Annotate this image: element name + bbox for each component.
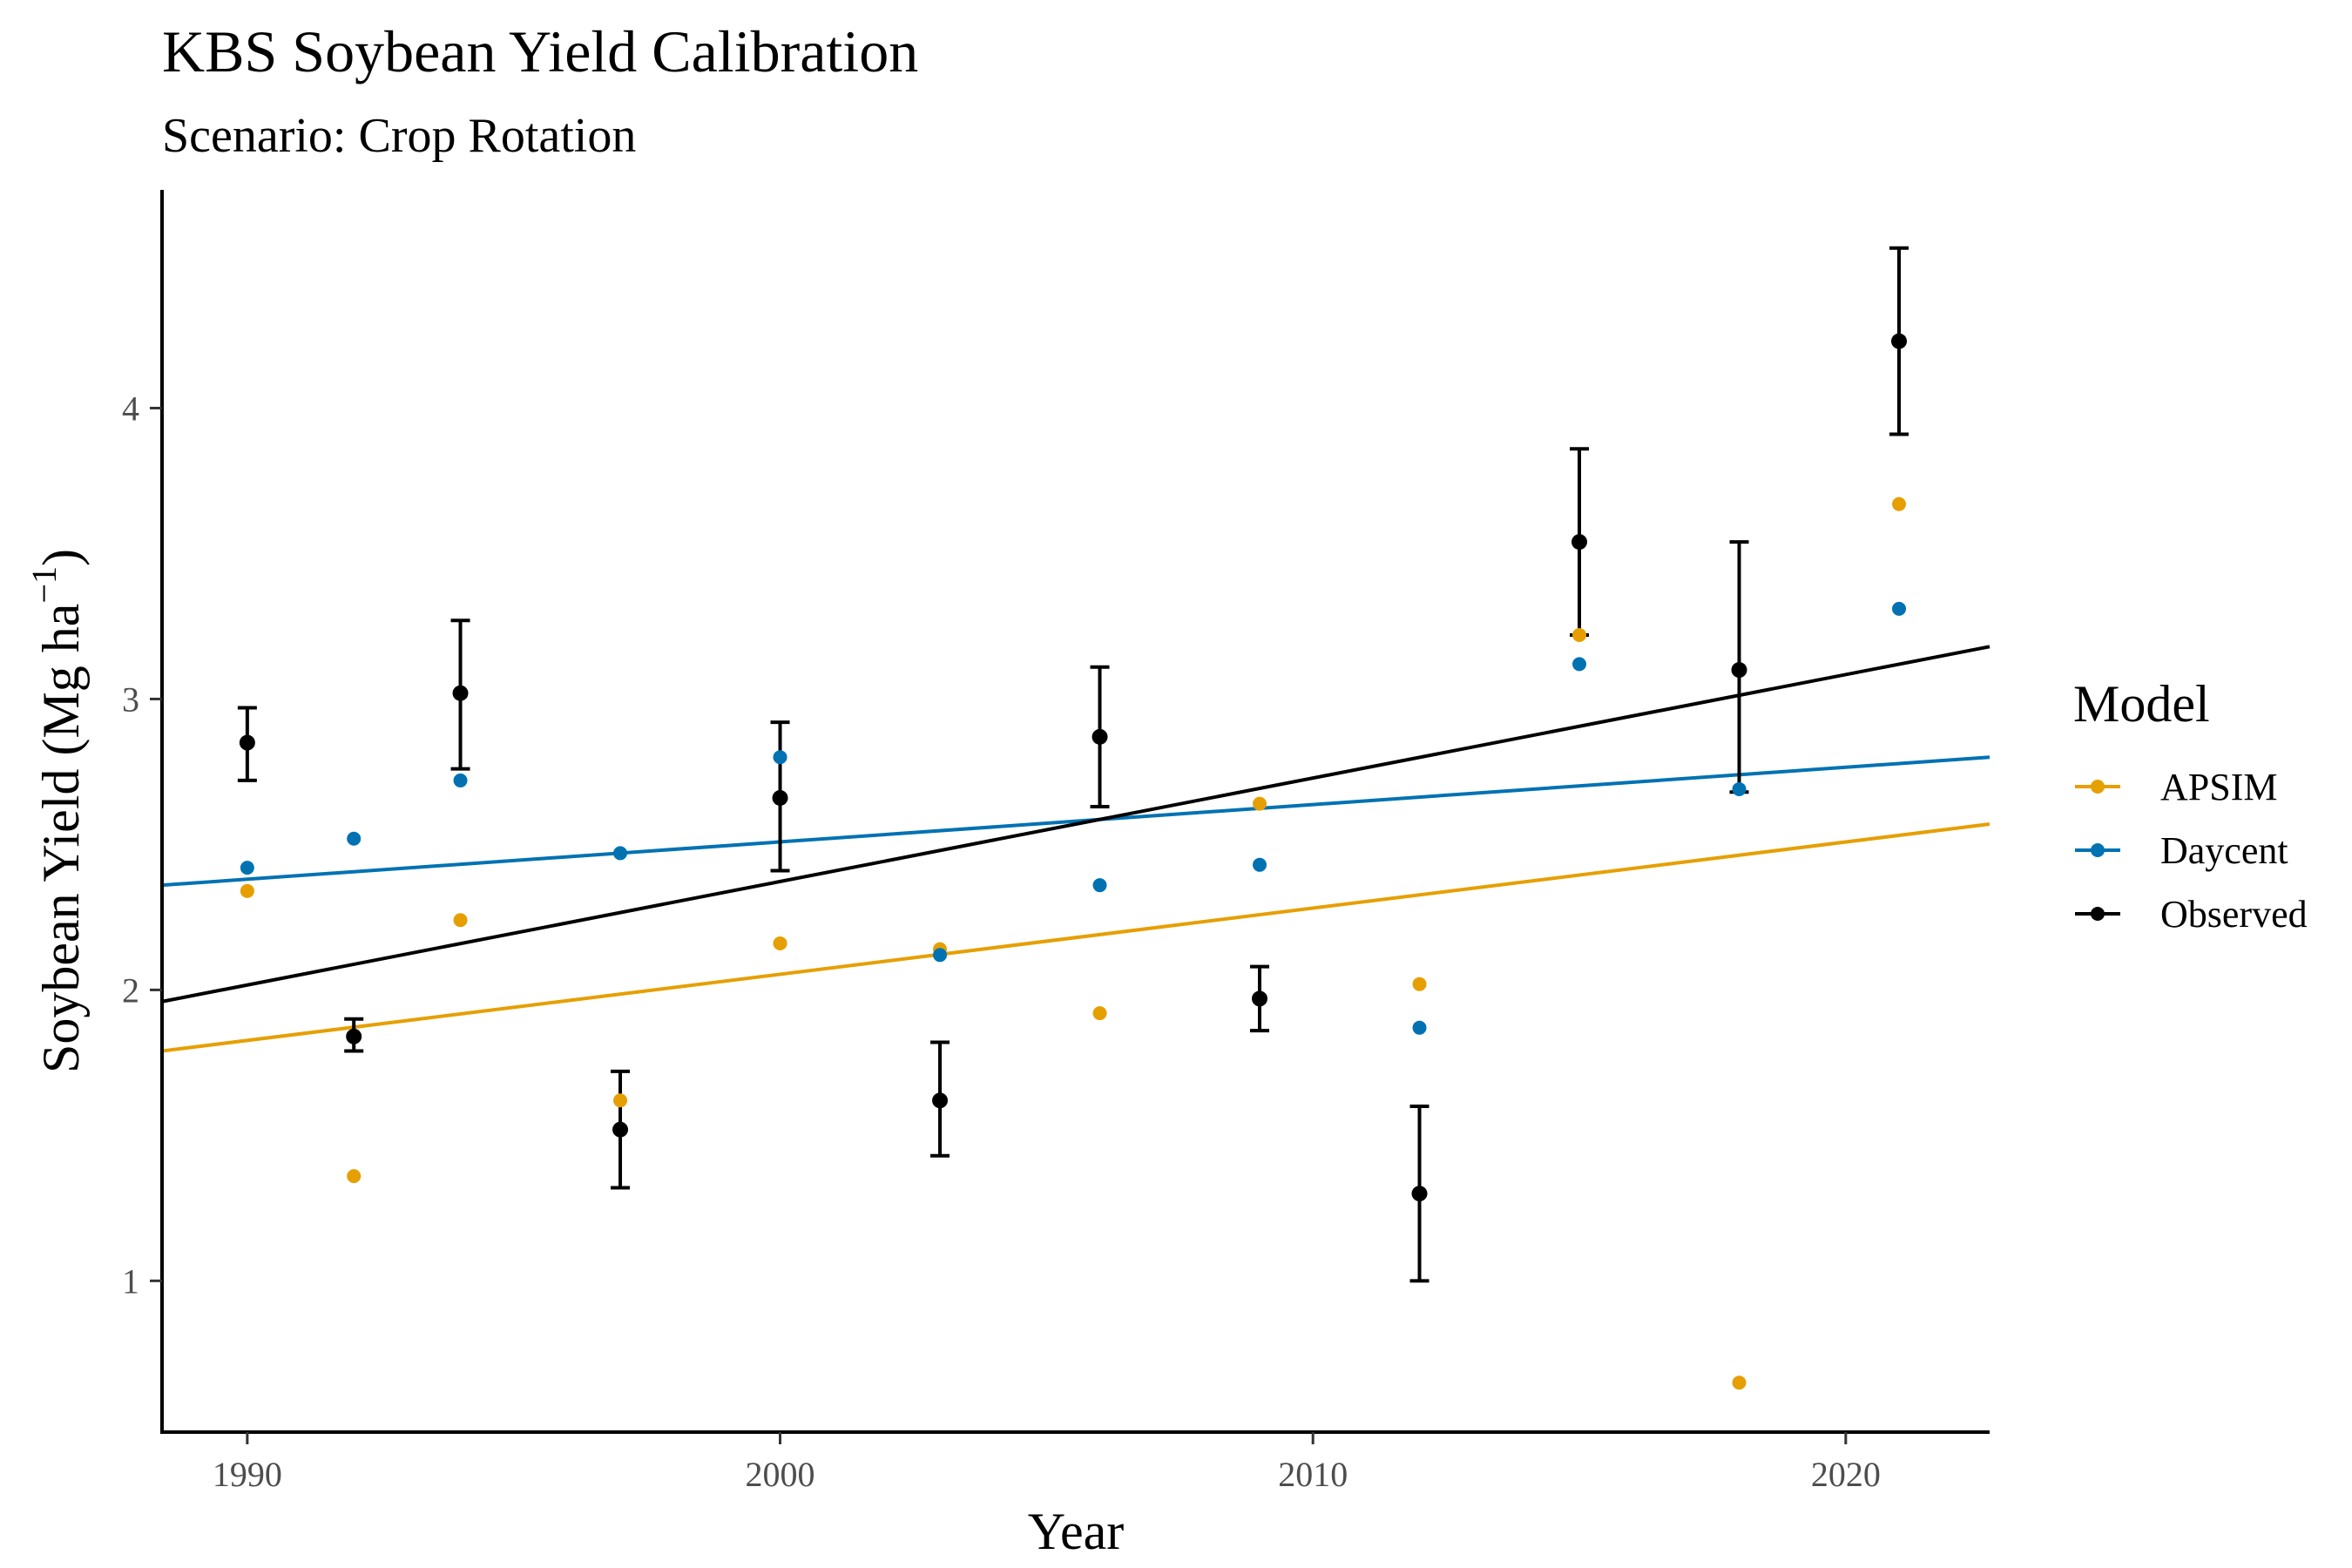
observed-point-1992 — [346, 1028, 362, 1044]
daycent-point-2009 — [1253, 857, 1267, 872]
observed-point-2009 — [1252, 990, 1268, 1007]
daycent-point-2018 — [1732, 781, 1747, 796]
apsim-point-2000 — [773, 936, 787, 950]
y-axis-label-main: Soybean Yield (Mg ha — [32, 604, 90, 1073]
apsim-trend-line — [161, 822, 1990, 1053]
daycent-point-1994 — [453, 773, 468, 787]
observed-point-2000 — [772, 789, 788, 806]
legend-entries: APSIM Daycent Observed — [2075, 766, 2308, 936]
observed-point-2015 — [1571, 534, 1588, 551]
legend-key-point-apsim — [2091, 780, 2105, 794]
error-bars — [237, 246, 1909, 1283]
daycent-point-2012 — [1412, 1020, 1427, 1035]
observed-point-1997 — [612, 1121, 629, 1138]
x-tick-label-2020: 2020 — [1811, 1455, 1881, 1494]
y-tick-label-1: 1 — [122, 1261, 139, 1301]
legend-label-observed: Observed — [2160, 893, 2308, 936]
apsim-point-2012 — [1412, 977, 1427, 991]
legend-key-point-observed — [2091, 907, 2105, 921]
observed-point-2012 — [1411, 1186, 1428, 1202]
observed-trend-line — [161, 645, 1990, 1004]
apsim-point-2009 — [1253, 796, 1267, 811]
observed-point-1994 — [452, 685, 469, 701]
y-tick-label-4: 4 — [122, 389, 139, 428]
axes: 1990 2000 2010 2020 1 2 3 4 — [122, 190, 1990, 1494]
observed-point-2018 — [1731, 662, 1747, 679]
y-tick-label-3: 3 — [122, 679, 139, 719]
daycent-point-2003 — [933, 948, 948, 963]
legend-label-daycent: Daycent — [2160, 829, 2288, 872]
legend-label-apsim: APSIM — [2160, 766, 2278, 808]
apsim-point-1992 — [347, 1169, 362, 1184]
daycent-point-2021 — [1892, 601, 1907, 616]
apsim-point-1994 — [453, 913, 468, 928]
plot-area — [161, 246, 1990, 1390]
chart-subtitle: Scenario: Crop Rotation — [162, 109, 636, 163]
x-tick-label-2010: 2010 — [1278, 1455, 1348, 1494]
x-tick-label-2000: 2000 — [746, 1455, 815, 1494]
daycent-point-2015 — [1572, 657, 1587, 672]
daycent-point-1997 — [613, 846, 628, 861]
daycent-point-2000 — [773, 750, 787, 765]
daycent-point-2006 — [1092, 878, 1107, 893]
legend: Model APSIM Daycent Observed — [2073, 675, 2308, 936]
legend-key-point-daycent — [2091, 843, 2105, 857]
observed-point-2006 — [1092, 728, 1108, 745]
chart-title: KBS Soybean Yield Calibration — [162, 18, 918, 84]
x-axis-ticks: 1990 2000 2010 2020 — [213, 1432, 1881, 1494]
apsim-point-2018 — [1732, 1375, 1747, 1390]
observed-point-2003 — [932, 1092, 949, 1109]
observed-point-2021 — [1891, 333, 1908, 349]
data-points — [239, 333, 1908, 1390]
x-tick-label-1990: 1990 — [213, 1455, 282, 1494]
y-axis-label: Soybean Yield (Mg ha−1) — [24, 549, 90, 1073]
apsim-point-2015 — [1572, 627, 1587, 642]
y-axis-label-close: ) — [32, 549, 90, 566]
legend-title: Model — [2073, 675, 2210, 733]
trend-lines — [161, 645, 1990, 1053]
x-axis-label: Year — [1028, 1503, 1125, 1560]
daycent-point-1990 — [240, 861, 254, 875]
y-tick-label-2: 2 — [122, 970, 139, 1010]
apsim-point-1990 — [240, 883, 254, 898]
y-axis-label-superscript: −1 — [24, 566, 64, 604]
apsim-point-2006 — [1092, 1006, 1107, 1021]
y-axis-ticks: 1 2 3 4 — [122, 389, 162, 1301]
daycent-point-1992 — [347, 831, 362, 846]
daycent-trend-line — [161, 755, 1990, 888]
observed-point-1990 — [239, 734, 255, 751]
apsim-point-2021 — [1892, 497, 1907, 511]
apsim-point-1997 — [613, 1093, 628, 1108]
